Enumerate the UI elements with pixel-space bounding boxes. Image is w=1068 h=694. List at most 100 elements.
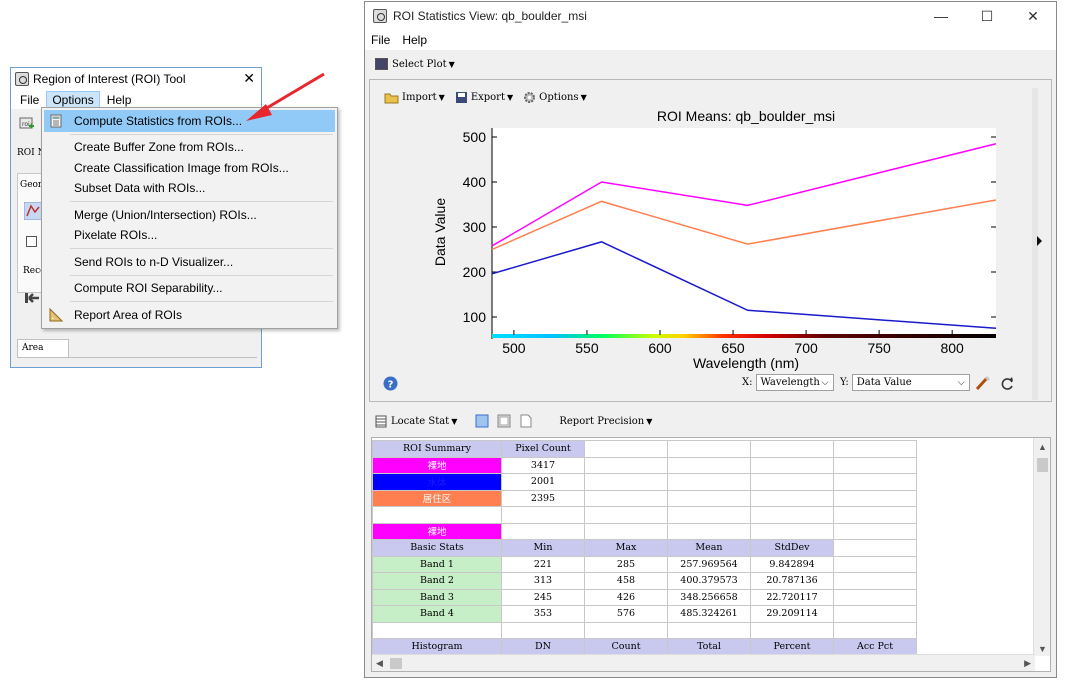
table-cell — [750, 456, 834, 474]
chevron-down-icon: ▼ — [580, 93, 587, 102]
mean-cell: 257.969564 — [667, 555, 751, 573]
menu-help[interactable]: Help — [106, 92, 132, 107]
stddev-cell: 9.842894 — [750, 555, 834, 573]
menu-item-merge-rois[interactable]: Merge (Union/Intersection) ROIs... — [44, 204, 335, 226]
selected-roi-cell[interactable]: 裸地 — [372, 522, 502, 540]
menu-item-subset-data[interactable]: Subset Data with ROIs... — [44, 177, 335, 199]
table-cell — [584, 456, 668, 474]
table-row[interactable]: 裸地 — [372, 522, 917, 540]
table-icon — [375, 415, 387, 427]
chevron-down-icon: ▼ — [438, 93, 445, 102]
table-cell — [833, 440, 917, 458]
x-axis-selector-label: X: — [742, 377, 753, 388]
y-axis-dropdown[interactable]: Data Value ⌵ — [851, 374, 970, 391]
checkbox[interactable] — [26, 236, 37, 247]
table-row — [372, 621, 917, 639]
plot-area — [492, 128, 996, 335]
table-row[interactable]: 裸地 3417 — [372, 456, 917, 474]
maximize-icon[interactable]: ☐ — [980, 8, 994, 24]
roi-name-label: ROI N — [17, 148, 46, 158]
roi-name-cell[interactable]: 居住区 — [372, 489, 502, 507]
layout-icon[interactable] — [475, 414, 489, 428]
x-tick-label: 550 — [575, 340, 599, 356]
horizontal-scrollbar[interactable]: ◀ ▶ — [372, 654, 1035, 671]
max-cell: 576 — [584, 605, 668, 623]
x-tick-label: 650 — [721, 340, 745, 356]
svg-text:roi: roi — [22, 121, 30, 128]
brush-icon[interactable] — [975, 375, 991, 391]
chevron-up-icon[interactable]: ▲ — [1038, 442, 1047, 452]
menu-item-report-area[interactable]: Report Area of ROIs — [44, 304, 335, 326]
menu-item-create-buffer-zone[interactable]: Create Buffer Zone from ROIs... — [44, 136, 335, 158]
select-plot-button[interactable]: Select Plot ▼ — [375, 58, 455, 70]
split-view-icon[interactable] — [497, 414, 511, 428]
area-tab[interactable]: Area — [17, 339, 69, 357]
plot-scroll-track[interactable] — [1032, 88, 1038, 400]
gear-icon — [524, 92, 536, 103]
y-tick-label: 400 — [463, 174, 487, 190]
first-record-icon[interactable] — [24, 291, 40, 305]
chevron-down-icon[interactable]: ▼ — [1038, 644, 1047, 654]
x-axis-label: Wavelength (nm) — [693, 355, 799, 371]
document-icon[interactable] — [519, 414, 533, 428]
roi-name-cell[interactable]: 水体 — [372, 473, 502, 491]
plot-toolbar: Import ▼ Export ▼ Options ▼ — [384, 91, 597, 104]
x-axis-dropdown[interactable]: Wavelength ⌵ — [755, 374, 834, 391]
y-axis-dropdown-value: Data Value — [856, 377, 912, 388]
menu-separator — [70, 301, 333, 302]
table-cell — [584, 522, 668, 540]
menu-item-label: Create Classification Image from ROIs... — [74, 161, 289, 175]
minimize-icon[interactable]: — — [934, 8, 948, 24]
menu-options[interactable]: Options — [46, 90, 100, 109]
table-cell — [501, 522, 585, 540]
import-button[interactable]: Import ▼ — [384, 91, 445, 104]
options-button[interactable]: Options ▼ — [523, 91, 587, 104]
menu-item-pixelate-rois[interactable]: Pixelate ROIs... — [44, 224, 335, 246]
roi-name-cell[interactable]: 裸地 — [372, 456, 502, 474]
menu-item-label: Compute ROI Separability... — [74, 281, 223, 295]
table-row[interactable]: 居住区 2395 — [372, 489, 917, 507]
locate-stat-button[interactable]: Locate Stat ▼ — [375, 415, 457, 428]
reco-label: Reco — [23, 266, 46, 276]
polygon-tool-icon[interactable] — [24, 202, 42, 220]
chart-title: ROI Means: qb_boulder_msi — [657, 108, 835, 124]
scroll-thumb[interactable] — [390, 658, 402, 669]
chevron-right-icon[interactable]: ▶ — [1024, 658, 1031, 668]
menu-item-compute-separability[interactable]: Compute ROI Separability... — [44, 277, 335, 299]
new-roi-icon[interactable]: roi — [19, 116, 35, 132]
table-cell — [750, 621, 834, 639]
table-row[interactable]: 水体 2001 — [372, 473, 917, 491]
stddev-cell: 20.787136 — [750, 572, 834, 590]
help-icon[interactable]: ? — [383, 376, 398, 391]
x-tick-label: 750 — [867, 340, 891, 356]
chevron-right-icon[interactable] — [1037, 236, 1042, 246]
roi-means-chart[interactable]: ROI Means: qb_boulder_msi 100 200 300 400 50… — [370, 80, 1053, 403]
table-cell — [833, 522, 917, 540]
report-precision-button[interactable]: Report Precision ▼ — [559, 416, 652, 427]
table-row: Band 4 353 576 485.324261 29.209114 — [372, 605, 917, 623]
menu-item-send-to-nd-visualizer[interactable]: Send ROIs to n-D Visualizer... — [44, 251, 335, 273]
close-icon[interactable]: ✕ — [243, 70, 255, 86]
geometry-tab[interactable]: Geom — [20, 180, 47, 190]
max-cell: 458 — [584, 572, 668, 590]
vertical-scrollbar[interactable]: ▲ ▼ — [1033, 438, 1050, 656]
refresh-icon[interactable] — [1000, 376, 1015, 391]
app-icon — [373, 9, 387, 23]
max-cell: 426 — [584, 588, 668, 606]
table-cell — [750, 522, 834, 540]
save-icon — [455, 92, 467, 103]
menu-item-create-classification-image[interactable]: Create Classification Image from ROIs... — [44, 157, 335, 179]
locate-stat-label: Locate Stat — [391, 415, 450, 427]
menu-file[interactable]: File — [20, 92, 40, 107]
calculator-icon — [50, 114, 62, 128]
export-button[interactable]: Export ▼ — [455, 91, 513, 104]
menu-file[interactable]: File — [371, 33, 391, 47]
table-cell — [667, 456, 751, 474]
menu-help[interactable]: Help — [402, 33, 428, 47]
table-cell — [372, 506, 502, 524]
scroll-thumb[interactable] — [1037, 458, 1048, 472]
chevron-left-icon[interactable]: ◀ — [376, 658, 383, 668]
table-cell — [833, 621, 917, 639]
close-icon[interactable]: ✕ — [1027, 8, 1039, 24]
y-tick-label: 300 — [463, 219, 487, 235]
